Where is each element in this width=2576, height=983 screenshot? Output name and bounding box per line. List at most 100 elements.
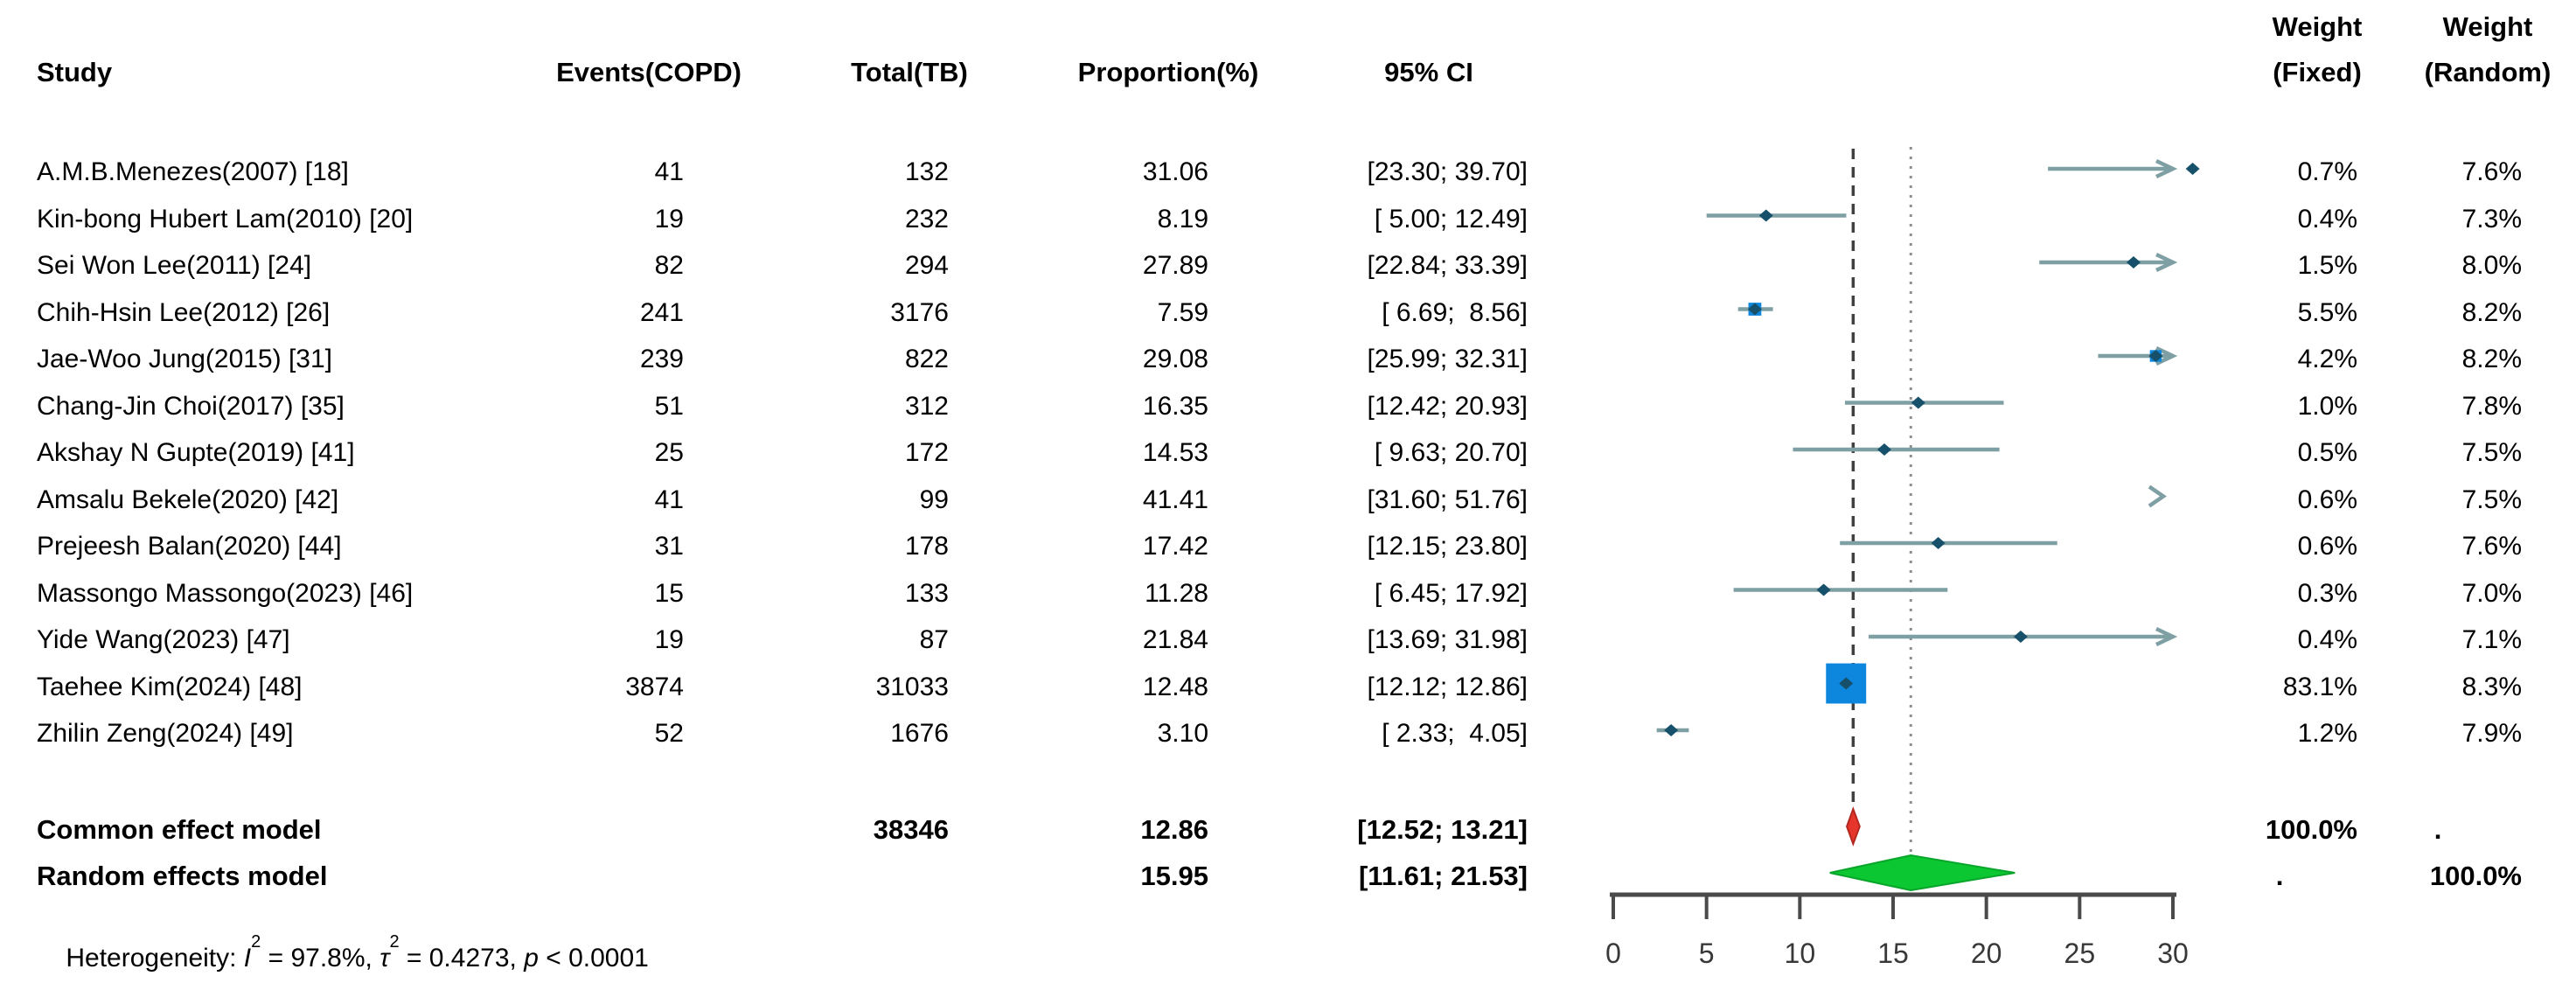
weight-random-value: 7.0% (2461, 578, 2522, 608)
weight-fixed-value: 1.5% (2297, 251, 2357, 280)
ci-value: [25.99; 32.31] (1367, 345, 1528, 373)
total-value: 294 (904, 251, 949, 280)
proportion-value: 21.84 (1142, 625, 1208, 654)
weight-random-value: 7.6% (2461, 157, 2522, 186)
proportion-value: 8.19 (1157, 204, 1208, 234)
study-name: Chang-Jin Choi(2017) [35] (37, 391, 345, 421)
weight-random-value: 7.5% (2461, 438, 2522, 467)
proportion-value: 3.10 (1157, 719, 1208, 748)
events-value: 3874 (625, 672, 684, 701)
events-value: 241 (639, 297, 684, 327)
ci-value: [23.30; 39.70] (1367, 157, 1528, 186)
weight-fixed-value: 1.2% (2297, 719, 2357, 748)
weight-fixed-value: 0.4% (2297, 204, 2357, 234)
proportion-value: 7.59 (1157, 297, 1208, 327)
column-header-total: Total(TB) (851, 57, 968, 87)
total-value: 3176 (890, 297, 949, 327)
events-value: 19 (654, 625, 684, 654)
i-squared-value: = 97.8%, (261, 944, 380, 973)
proportion-value: 14.53 (1142, 438, 1208, 467)
column-header-ci: 95% CI (1384, 57, 1473, 87)
events-value: 15 (654, 578, 684, 608)
summary-proportion-value: 12.86 (1140, 814, 1208, 845)
events-value: 52 (654, 719, 684, 748)
tau-squared-symbol: τ (379, 944, 390, 973)
point-marker (2126, 256, 2141, 268)
total-value: 132 (904, 157, 949, 186)
proportion-value: 11.28 (1145, 578, 1208, 608)
summary-ci-value: [11.61; 21.53] (1358, 861, 1528, 891)
total-value: 99 (919, 485, 949, 514)
total-value: 312 (904, 391, 949, 421)
weight-fixed-value: 4.2% (2297, 345, 2357, 373)
weight-fixed-value: 0.4% (2297, 625, 2357, 654)
arrow-right (2155, 345, 2178, 366)
study-name: A.M.B.Menezes(2007) [18] (37, 157, 349, 186)
events-value: 31 (654, 532, 684, 561)
column-header-weight-random-line2: (Random) (2424, 57, 2552, 87)
total-value: 31033 (875, 672, 949, 701)
point-marker (1876, 443, 1891, 456)
weight-random-value: 8.2% (2461, 345, 2522, 373)
events-value: 41 (654, 485, 684, 514)
weight-fixed-value: 1.0% (2297, 391, 2357, 421)
study-name: Amsalu Bekele(2020) [42] (37, 485, 339, 514)
heterogeneity-note: Heterogeneity: I2 = 97.8%, τ2 = 0.4273, … (37, 907, 649, 983)
events-value: 25 (654, 438, 684, 467)
column-header-events: Events(COPD) (556, 57, 741, 87)
events-value: 41 (654, 157, 684, 186)
summary-ci-value: [12.52; 13.21] (1357, 814, 1528, 845)
proportion-value: 12.48 (1142, 672, 1208, 701)
study-name: Kin-bong Hubert Lam(2010) [20] (37, 204, 414, 234)
weight-random-value: 8.2% (2461, 297, 2522, 327)
study-name: Taehee Kim(2024) [48] (37, 672, 303, 701)
ci-value: [31.60; 51.76] (1367, 485, 1528, 514)
total-value: 232 (904, 204, 949, 234)
point-marker (1911, 396, 1925, 409)
study-name: Akshay N Gupte(2019) [41] (37, 438, 355, 467)
ci-value: [12.42; 20.93] (1367, 391, 1528, 421)
ci-value: [ 6.69; 8.56] (1382, 297, 1528, 327)
point-marker (1839, 677, 1854, 690)
weight-random-value: 7.3% (2461, 204, 2522, 234)
heterogeneity-prefix: Heterogeneity: (66, 944, 244, 973)
ci-value: [ 2.33; 4.05] (1382, 719, 1528, 748)
weight-random-value: 7.5% (2461, 485, 2522, 514)
p-value: < 0.0001 (538, 944, 649, 973)
weight-random-value: 7.6% (2461, 532, 2522, 561)
weight-fixed-value: 0.6% (2297, 532, 2357, 561)
ci-value: [12.12; 12.86] (1367, 672, 1528, 701)
events-value: 239 (639, 345, 684, 373)
events-value: 19 (654, 204, 684, 234)
x-axis-tick-label: 15 (1877, 938, 1909, 969)
ci-value: [22.84; 33.39] (1367, 251, 1528, 280)
study-name: Sei Won Lee(2011) [24] (37, 251, 312, 280)
study-name: Jae-Woo Jung(2015) [31] (37, 345, 332, 373)
point-marker (2185, 163, 2200, 175)
ci-value: [ 6.45; 17.92] (1374, 578, 1528, 608)
x-axis-tick-label: 30 (2157, 938, 2189, 969)
arrow-right (2155, 626, 2178, 647)
ci-value: [ 9.63; 20.70] (1374, 438, 1528, 467)
point-marker (2148, 350, 2163, 362)
i-squared-symbol: I (243, 944, 252, 973)
study-name: Massongo Massongo(2023) [46] (37, 578, 414, 608)
weight-fixed-value: 0.7% (2297, 157, 2357, 186)
proportion-value: 29.08 (1142, 345, 1208, 373)
total-value: 133 (904, 578, 949, 608)
column-header-study: Study (37, 57, 113, 87)
summary-proportion-value: 15.95 (1140, 861, 1208, 891)
study-name: Yide Wang(2023) [47] (37, 625, 290, 654)
events-value: 51 (654, 391, 684, 421)
point-marker (1664, 724, 1679, 736)
study-name: Prejeesh Balan(2020) [44] (37, 532, 342, 561)
proportion-value: 16.35 (1142, 391, 1208, 421)
weight-random-value: 7.8% (2461, 391, 2522, 421)
total-value: 822 (904, 345, 949, 373)
weight-fixed-value: 83.1% (2282, 672, 2357, 701)
weight-random-value: 7.9% (2461, 719, 2522, 748)
column-header-weight-fixed-line2: (Fixed) (2273, 57, 2362, 87)
study-name: Chih-Hsin Lee(2012) [26] (37, 297, 331, 327)
